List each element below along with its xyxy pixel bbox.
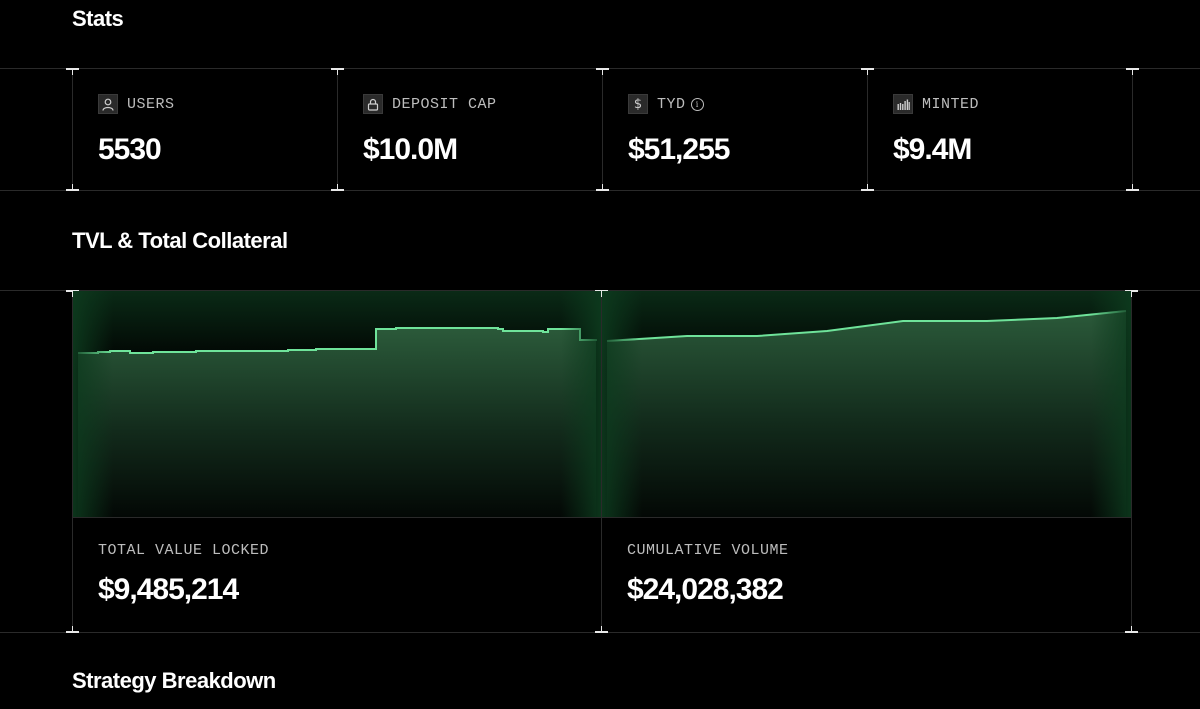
corner-tick xyxy=(595,626,608,633)
stat-label: MINTED xyxy=(922,95,980,113)
tvl-section-title: TVL & Total Collateral xyxy=(72,228,288,253)
tvl-chart[interactable] xyxy=(73,291,601,517)
volume-chart-svg xyxy=(602,291,1131,517)
dollar-icon: $ xyxy=(628,94,648,114)
stat-card-tyd: $ TYD i $51,255 xyxy=(603,69,867,190)
strategy-section-title: Strategy Breakdown xyxy=(72,668,276,693)
stat-value: $10.0M xyxy=(363,133,458,166)
grid-line xyxy=(72,517,1132,518)
grid-line xyxy=(602,68,603,190)
tvl-chart-svg xyxy=(73,291,601,517)
grid-line xyxy=(72,68,73,190)
corner-tick xyxy=(596,68,609,75)
corner-tick xyxy=(861,68,874,75)
info-icon[interactable]: i xyxy=(690,97,704,111)
stat-card-deposit-cap: DEPOSIT CAP $10.0M xyxy=(338,69,602,190)
stats-section-title: Stats xyxy=(72,6,124,31)
corner-tick xyxy=(1125,290,1138,297)
corner-tick xyxy=(66,184,79,191)
user-icon xyxy=(98,94,118,114)
stat-label: USERS xyxy=(127,95,175,113)
corner-tick xyxy=(66,68,79,75)
stat-value: $51,255 xyxy=(628,133,730,166)
corner-tick xyxy=(1126,184,1139,191)
volume-summary: CUMULATIVE VOLUME $24,028,382 xyxy=(602,518,1130,632)
stat-label: DEPOSIT CAP xyxy=(392,95,497,113)
bar-chart-icon xyxy=(893,94,913,114)
grid-line xyxy=(337,68,338,190)
grid-line xyxy=(1132,68,1133,190)
grid-line xyxy=(72,290,73,632)
stat-value: $9.4M xyxy=(893,133,972,166)
corner-tick xyxy=(596,184,609,191)
corner-tick xyxy=(1126,68,1139,75)
corner-tick xyxy=(331,184,344,191)
corner-tick xyxy=(861,184,874,191)
stat-card-minted: MINTED $9.4M xyxy=(868,69,1132,190)
tvl-value: $9,485,214 xyxy=(98,573,239,606)
volume-value: $24,028,382 xyxy=(627,573,784,606)
stat-label: TYD xyxy=(657,95,686,113)
volume-chart[interactable] xyxy=(602,291,1131,517)
stat-card-users: USERS 5530 xyxy=(73,69,337,190)
corner-tick xyxy=(1125,626,1138,633)
volume-label: CUMULATIVE VOLUME xyxy=(627,542,789,559)
stat-value: 5530 xyxy=(98,133,162,166)
grid-line xyxy=(601,290,602,632)
corner-tick xyxy=(331,68,344,75)
corner-tick xyxy=(595,290,608,297)
tvl-summary: TOTAL VALUE LOCKED $9,485,214 xyxy=(73,518,601,632)
grid-line xyxy=(867,68,868,190)
tvl-label: TOTAL VALUE LOCKED xyxy=(98,542,270,559)
corner-tick xyxy=(66,626,79,633)
grid-line xyxy=(1131,290,1132,632)
corner-tick xyxy=(66,290,79,297)
lock-icon xyxy=(363,94,383,114)
